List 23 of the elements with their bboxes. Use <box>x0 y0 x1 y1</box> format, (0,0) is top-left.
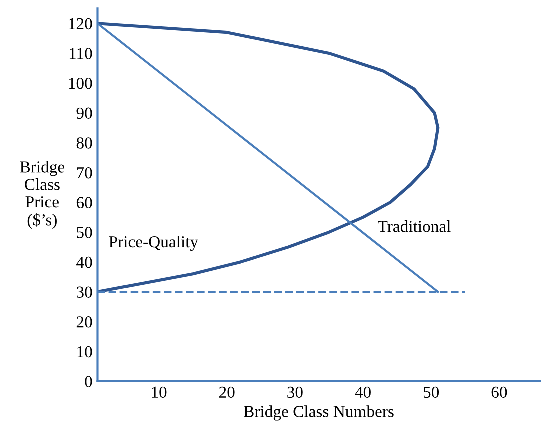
y-tick-label: 50 <box>77 227 92 238</box>
x-tick-label: 20 <box>220 386 235 398</box>
y-tick-label: 120 <box>69 18 92 30</box>
x-tick-label: 60 <box>492 386 508 398</box>
x-tick-label: 10 <box>152 386 167 398</box>
x-axis-title: Bridge Class Numbers <box>244 406 394 421</box>
y-tick-label: 60 <box>76 197 92 209</box>
y-axis-title: Bridge Class Price ($’s) <box>20 161 65 230</box>
x-tick-label: 50 <box>424 386 440 398</box>
series-label: Traditional <box>378 220 451 232</box>
y-tick-label: 20 <box>76 316 92 328</box>
y-tick-label: 70 <box>77 167 92 179</box>
y-tick-label: 110 <box>70 48 92 60</box>
y-tick-label: 40 <box>76 256 92 268</box>
y-tick-label: 0 <box>85 376 92 388</box>
y-tick-label: 100 <box>69 78 92 90</box>
y-tick-label: 30 <box>77 286 92 298</box>
x-tick-label: 30 <box>288 386 303 398</box>
x-tick-label: 40 <box>355 386 371 398</box>
series-label: Price-Quality <box>109 236 198 252</box>
y-tick-label: 10 <box>78 346 92 358</box>
y-tick-label: 90 <box>76 108 92 120</box>
y-tick-label: 80 <box>76 138 92 149</box>
